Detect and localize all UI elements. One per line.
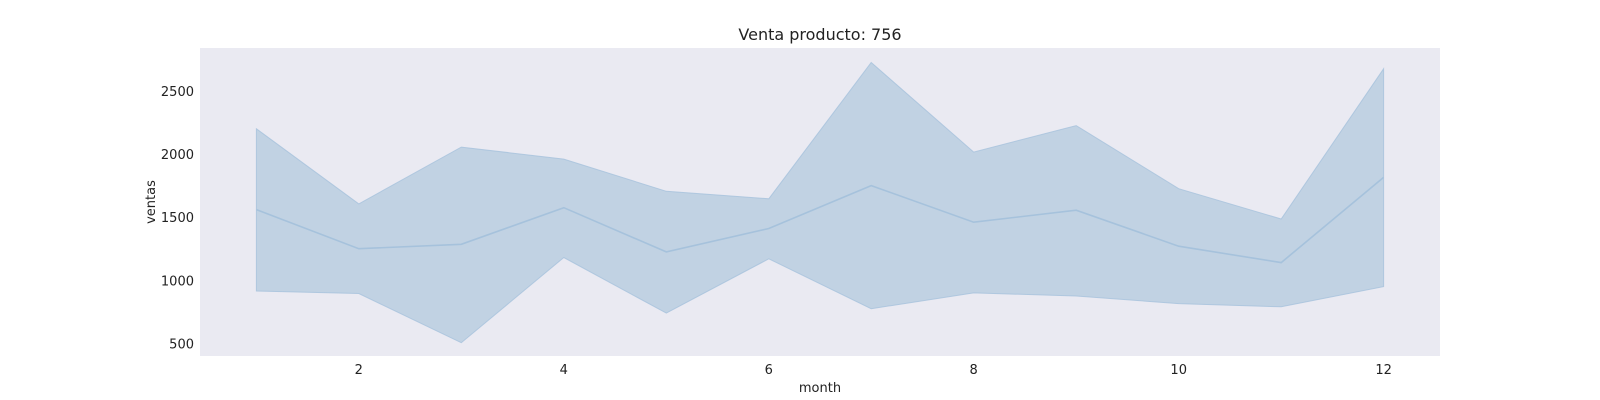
y-axis-label: ventas xyxy=(144,180,159,224)
chart-title: Venta producto: 756 xyxy=(738,25,901,44)
x-tick-label: 12 xyxy=(1375,363,1392,378)
y-tick-label: 1000 xyxy=(161,274,194,289)
y-tick-label: 2500 xyxy=(161,85,194,100)
series-line xyxy=(256,176,1385,264)
y-tick-label: 1500 xyxy=(161,211,194,226)
x-tick-labels: 2 4 6 8 10 12 xyxy=(355,363,1392,378)
y-tick-label: 500 xyxy=(169,337,194,352)
x-tick-label: 10 xyxy=(1170,363,1187,378)
x-tick-label: 6 xyxy=(765,363,773,378)
confidence-band-layer xyxy=(255,61,1385,344)
confidence-band xyxy=(255,61,1385,344)
y-tick-label: 2000 xyxy=(161,148,194,163)
x-axis-label: month xyxy=(799,381,841,396)
y-tick-labels: 500 1000 1500 2000 2500 xyxy=(161,85,194,352)
x-tick-label: 8 xyxy=(970,363,978,378)
x-tick-label: 4 xyxy=(560,363,568,378)
series-line-layer xyxy=(256,176,1385,264)
x-tick-label: 2 xyxy=(355,363,363,378)
